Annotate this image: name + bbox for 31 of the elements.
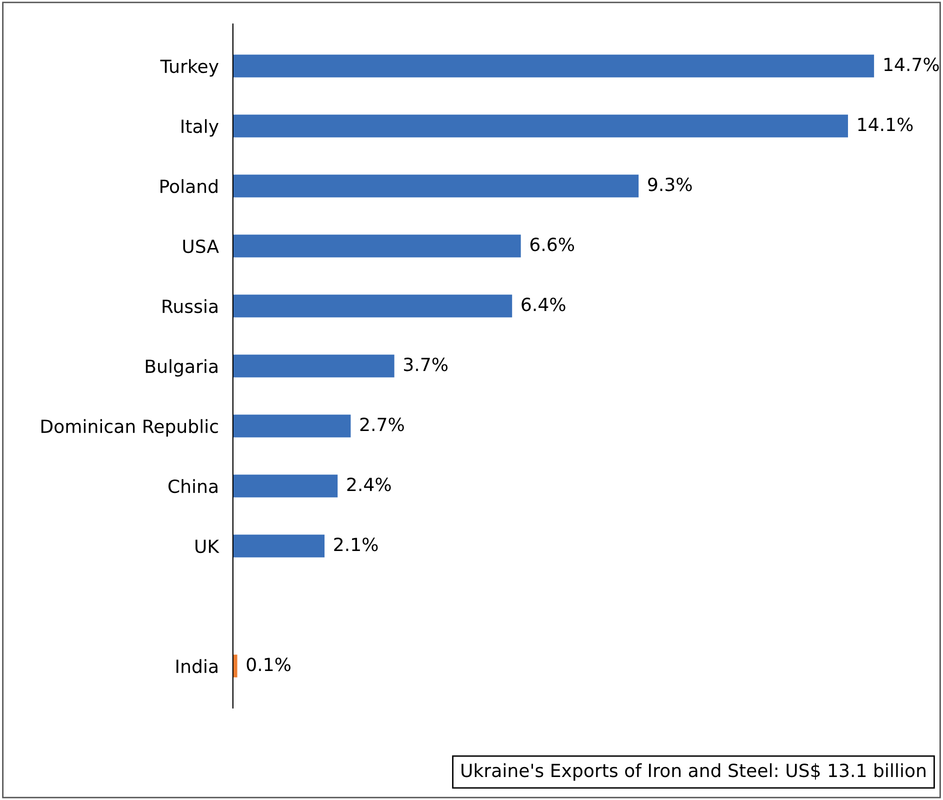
data-label: 14.7% — [884, 58, 939, 72]
data-label: 2.1% — [334, 538, 378, 552]
data-label: 3.7% — [404, 358, 448, 372]
bar — [232, 294, 512, 318]
y-tick-label: India — [176, 659, 218, 674]
data-label: 9.3% — [648, 178, 692, 192]
y-tick-label: USA — [183, 239, 219, 254]
y-tick-label: Bulgaria — [146, 359, 218, 377]
bar — [232, 654, 238, 678]
text: Ukraine's Exports of Iron and Steel: US$ 13.1 billion — [462, 763, 926, 781]
data-label: 0.1% — [246, 658, 290, 672]
y-tick-label: UK — [196, 540, 220, 554]
bar — [232, 474, 338, 498]
data-label: 6.4% — [522, 298, 566, 312]
bar — [232, 54, 874, 78]
y-tick-label: Turkey — [160, 59, 218, 77]
data-label: 14.1% — [858, 118, 913, 132]
y-tick-label: Poland — [160, 179, 218, 194]
y-tick-label: China — [168, 479, 218, 494]
y-tick-label: Italy — [182, 119, 218, 137]
bar — [232, 534, 325, 558]
bar — [232, 354, 394, 378]
y-tick-label: Russia — [162, 299, 218, 314]
data-label: 2.4% — [347, 478, 391, 492]
y-tick-label: Dominican Republic — [41, 419, 218, 437]
data-label: 6.6% — [530, 238, 574, 252]
bar — [232, 114, 848, 138]
bar — [232, 234, 521, 258]
bar — [232, 174, 639, 198]
data-label: 2.7% — [360, 418, 404, 432]
bar — [232, 414, 351, 438]
